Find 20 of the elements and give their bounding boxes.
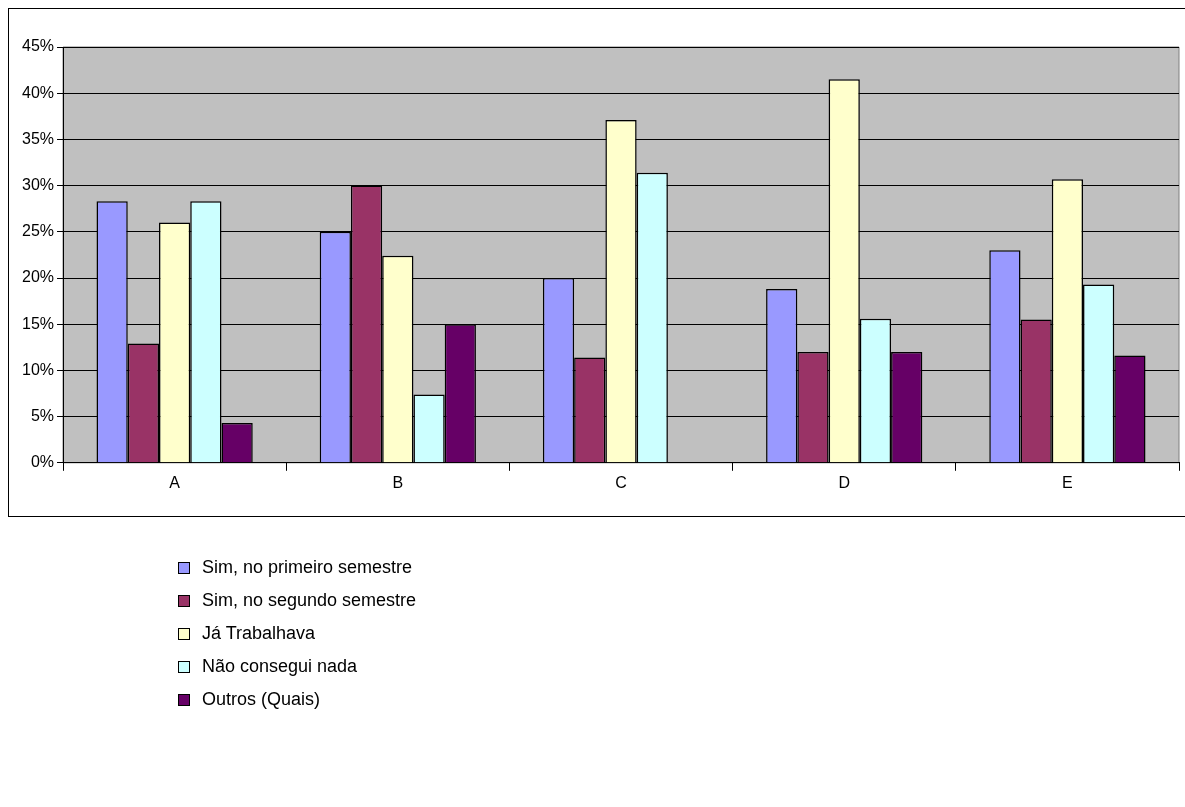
legend-label: Sim, no primeiro semestre — [202, 557, 413, 578]
y-tick-label: 40% — [21, 83, 55, 101]
y-tick-label: 5% — [30, 407, 55, 425]
y-tick-label: 35% — [21, 129, 55, 147]
x-tick-label: B — [392, 473, 404, 491]
x-tick-label: C — [615, 473, 627, 491]
legend-label: Sim, no segundo semestre — [202, 590, 417, 611]
y-tick-label: 45% — [21, 37, 55, 55]
y-tick-label: 25% — [21, 222, 55, 240]
y-tick-label: 15% — [21, 314, 55, 332]
x-tick-label: D — [838, 473, 850, 491]
y-tick-label: 20% — [21, 268, 55, 286]
y-tick-label: 30% — [21, 176, 55, 194]
legend-label: Não consegui nada — [202, 656, 358, 677]
x-tick-label: A — [169, 473, 181, 491]
legend-label: Já Trabalhava — [202, 623, 316, 644]
x-tick-label: E — [1062, 473, 1073, 491]
y-tick-label: 0% — [30, 453, 55, 471]
y-tick-label: 10% — [21, 360, 55, 378]
legend-label: Outros (Quais) — [202, 689, 321, 710]
